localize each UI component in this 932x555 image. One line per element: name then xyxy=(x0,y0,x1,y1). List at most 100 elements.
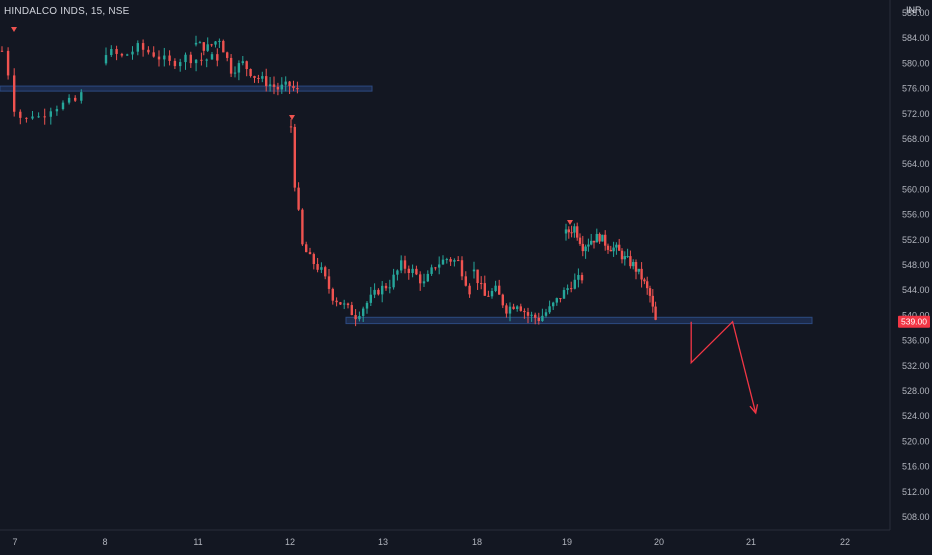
candle-body xyxy=(430,267,433,274)
candle-body xyxy=(609,249,612,252)
candle-body xyxy=(392,274,395,288)
candle-body xyxy=(358,315,361,320)
price-tick-label: 572.00 xyxy=(902,109,930,119)
candlesticks[interactable] xyxy=(0,35,657,327)
price-tick-label: 516.00 xyxy=(902,462,930,472)
candle-body xyxy=(494,285,497,291)
price-tick-label: 540.00 xyxy=(902,310,930,320)
candle-body xyxy=(457,260,460,262)
candle-body xyxy=(157,56,161,60)
candle-body xyxy=(637,268,640,272)
candle-body xyxy=(438,264,441,268)
candle-body xyxy=(19,111,22,118)
candle-body xyxy=(350,305,353,316)
candle-body xyxy=(131,51,134,55)
candle-body xyxy=(629,256,632,267)
candle-body xyxy=(584,246,587,252)
support-zones[interactable] xyxy=(0,85,813,325)
candle-body xyxy=(253,76,256,78)
candle-body xyxy=(530,314,533,316)
price-tick-label: 560.00 xyxy=(902,184,930,194)
time-tick-label: 22 xyxy=(840,537,850,547)
candle-body xyxy=(202,42,205,51)
candle-body xyxy=(210,44,213,46)
price-tick-label: 580.00 xyxy=(902,58,930,68)
time-tick-label: 19 xyxy=(562,537,572,547)
candle-body xyxy=(541,315,544,322)
candle-body xyxy=(206,44,209,51)
candle-body xyxy=(249,69,252,77)
candle-body xyxy=(449,259,452,262)
time-tick-label: 11 xyxy=(193,537,202,547)
candle-body xyxy=(508,306,512,314)
candle-body xyxy=(407,268,410,273)
candle-body xyxy=(566,288,569,291)
price-tick-label: 564.00 xyxy=(902,159,930,169)
price-tick-label: 556.00 xyxy=(902,210,930,220)
candle-body xyxy=(580,275,584,281)
candle-body xyxy=(618,244,621,251)
time-tick-label: 20 xyxy=(654,537,664,547)
candle-body xyxy=(396,270,399,275)
candle-body xyxy=(640,268,643,280)
candle-body xyxy=(13,75,16,112)
price-tick-label: 552.00 xyxy=(902,235,930,245)
candle-body xyxy=(487,295,490,297)
candle-body xyxy=(74,97,77,101)
candle-body xyxy=(261,76,264,79)
candle-body xyxy=(537,317,540,322)
candle-body xyxy=(468,285,471,295)
candle-body xyxy=(37,116,40,118)
price-axis[interactable]: 508.00 512.00 516.00 520.00 524.00 528.00 532.… xyxy=(902,8,930,522)
candle-body xyxy=(67,97,71,103)
candle-body xyxy=(297,187,300,210)
candle-body xyxy=(526,312,530,316)
candle-body xyxy=(237,63,241,73)
candle-body xyxy=(163,55,166,60)
candle-body xyxy=(226,52,229,58)
candle-body xyxy=(411,268,414,273)
candle-body xyxy=(110,49,113,56)
price-tick-label: 532.00 xyxy=(902,361,930,371)
support-zone xyxy=(0,85,373,92)
currency-label: INR xyxy=(906,5,922,15)
candle-body xyxy=(634,262,638,272)
candle-body xyxy=(604,234,607,246)
candle-body xyxy=(222,40,225,53)
candle-body xyxy=(320,267,323,270)
candle-body xyxy=(179,62,182,67)
candle-body xyxy=(362,308,365,316)
time-tick-label: 7 xyxy=(12,537,17,547)
price-tick-label: 584.00 xyxy=(902,33,930,43)
candle-body xyxy=(592,240,596,243)
candle-body xyxy=(559,298,562,300)
price-tick-label: 528.00 xyxy=(902,386,930,396)
candle-body xyxy=(305,244,308,253)
candle-body xyxy=(612,247,615,252)
candle-body xyxy=(601,234,604,242)
candle-body xyxy=(229,57,233,74)
projection-path[interactable] xyxy=(690,320,759,415)
candle-body xyxy=(534,314,537,318)
time-tick-label: 8 xyxy=(102,537,107,547)
candle-body xyxy=(324,267,327,277)
candle-body xyxy=(289,126,293,128)
price-tick-label: 544.00 xyxy=(902,285,930,295)
candle-body xyxy=(384,285,388,289)
candle-body xyxy=(49,111,52,117)
candle-body xyxy=(241,61,244,64)
candle-body xyxy=(265,76,268,87)
candle-body xyxy=(214,41,217,45)
price-tick-label: 508.00 xyxy=(902,512,930,522)
candle-body xyxy=(564,229,568,234)
price-tick-label: 536.00 xyxy=(902,336,930,346)
candle-body xyxy=(194,59,198,64)
candle-body xyxy=(581,243,584,252)
candle-body xyxy=(61,102,65,110)
candle-body xyxy=(120,53,124,56)
candle-body xyxy=(590,240,593,245)
time-axis[interactable]: 7 8 11 12 13 18 19 20 21 22 xyxy=(12,537,850,547)
candle-body xyxy=(198,42,202,44)
